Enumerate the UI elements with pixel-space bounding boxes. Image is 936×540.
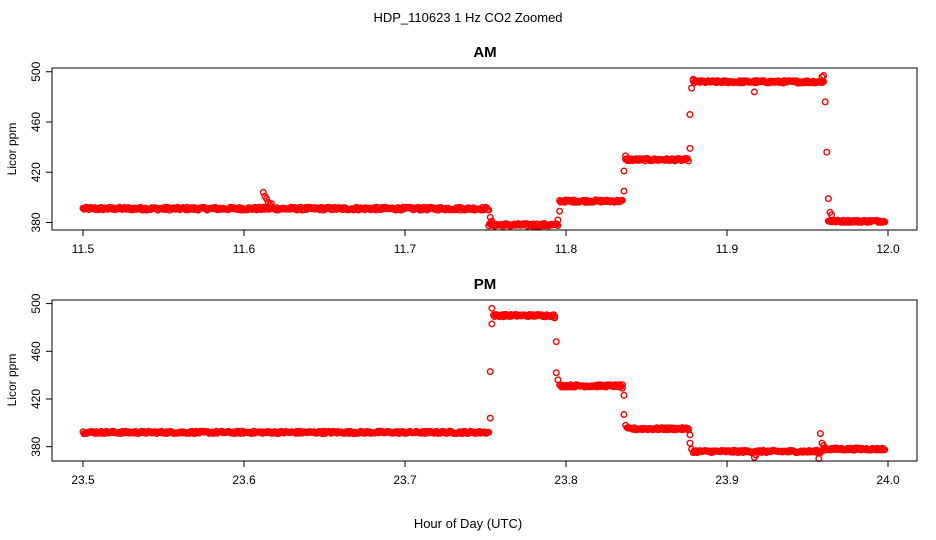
y-tick-label: 500 [29, 61, 43, 81]
data-point [686, 110, 694, 118]
data-point [752, 451, 760, 459]
data-point [620, 167, 628, 175]
data-point [486, 368, 494, 376]
x-tick-label: 12.0 [876, 242, 900, 256]
data-point [689, 75, 697, 83]
data-point [820, 71, 828, 79]
data-point [486, 213, 494, 221]
data-point [686, 439, 694, 447]
figure-title: HDP_110623 1 Hz CO2 Zoomed [373, 10, 562, 25]
y-tick-label: 460 [29, 112, 43, 132]
x-tick-label: 23.5 [71, 473, 95, 487]
data-point [750, 88, 758, 96]
data-point [686, 431, 694, 439]
data-points [79, 71, 889, 230]
x-tick-label: 24.0 [876, 473, 900, 487]
data-point [620, 391, 628, 399]
data-point [816, 430, 824, 438]
data-point [551, 314, 559, 322]
am-panel: AM Licor ppm 11.5 11.6 11.7 11.8 11.9 12.0 380… [5, 44, 918, 256]
data-point [266, 201, 274, 209]
y-tick-label: 500 [29, 293, 43, 313]
x-tick-label: 23.8 [554, 473, 578, 487]
data-point [618, 381, 626, 389]
data-point [554, 216, 562, 224]
y-tick-label: 380 [29, 436, 43, 456]
data-point [552, 369, 560, 377]
x-axis-label: Hour of Day (UTC) [414, 516, 522, 531]
data-point [821, 98, 829, 106]
data-point [556, 207, 564, 215]
data-point [686, 144, 694, 152]
data-point [688, 445, 696, 453]
pm-plot-area: 23.5 23.6 23.7 23.8 23.9 24.0 380 420 460 500 [29, 293, 918, 487]
data-point [488, 320, 496, 328]
y-tick-label: 420 [29, 389, 43, 409]
data-point [823, 148, 831, 156]
x-tick-label: 11.7 [394, 242, 417, 256]
data-point [684, 157, 692, 165]
data-point [488, 217, 496, 225]
data-point [828, 211, 836, 219]
y-tick-label: 380 [29, 212, 43, 232]
data-point [263, 195, 271, 203]
data-point [552, 338, 560, 346]
plot-frame [51, 67, 918, 231]
data-point [620, 411, 628, 419]
x-tick-label: 11.5 [72, 242, 95, 256]
x-tick-label: 23.9 [715, 473, 739, 487]
am-y-axis-label: Licor ppm [5, 123, 19, 176]
data-point [618, 196, 626, 204]
data-point [752, 77, 760, 85]
data-point [622, 421, 630, 429]
x-tick-label: 11.6 [233, 242, 256, 256]
data-point [622, 152, 630, 160]
data-point [485, 428, 493, 436]
am-plot-area: 11.5 11.6 11.7 11.8 11.9 12.0 380 420 460 500 [29, 61, 918, 256]
y-tick-label: 420 [29, 162, 43, 182]
data-point [688, 84, 696, 92]
x-tick-label: 11.9 [716, 242, 739, 256]
data-point [259, 188, 267, 196]
data-point [267, 200, 275, 208]
plot-frame [51, 299, 918, 462]
data-point [816, 449, 824, 457]
data-point [821, 444, 829, 452]
data-points [79, 304, 889, 463]
data-point [486, 414, 494, 422]
data-point [618, 384, 626, 392]
pm-panel: PM Licor ppm 23.5 23.6 23.7 23.8 23.9 24.0 380… [5, 276, 918, 487]
pm-y-axis-label: Licor ppm [5, 354, 19, 407]
x-tick-label: 23.6 [232, 473, 256, 487]
pm-panel-title: PM [474, 276, 497, 293]
data-point [488, 304, 496, 312]
data-point [554, 376, 562, 384]
data-point [620, 187, 628, 195]
data-point [881, 218, 889, 226]
x-tick-label: 11.8 [555, 242, 578, 256]
data-point [824, 195, 832, 203]
data-point [818, 73, 826, 81]
x-tick-label: 23.7 [393, 473, 417, 487]
data-point [881, 446, 889, 454]
y-tick-label: 460 [29, 341, 43, 361]
am-panel-title: AM [473, 44, 496, 61]
data-point [485, 206, 493, 214]
